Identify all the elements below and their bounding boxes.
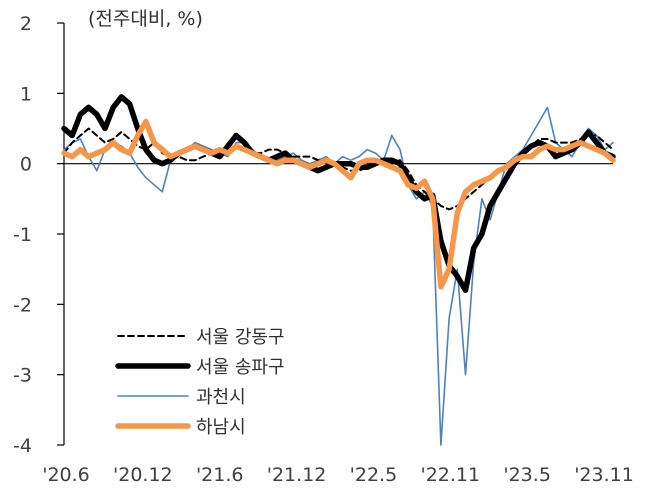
y-tick-label: -3 [13, 365, 32, 387]
x-tick-label: '20.6 [42, 464, 90, 486]
y-tick-label: -1 [13, 224, 32, 246]
x-tick-label: '21.6 [196, 464, 244, 486]
y-axis-unit-label: (전주대비, %) [88, 8, 203, 30]
series-layer [61, 94, 616, 446]
legend-label: 서울 송파구 [196, 357, 285, 378]
legend-label: 서울 강동구 [196, 327, 285, 348]
x-tick-label: '21.12 [267, 464, 327, 486]
y-axis-ticks: 2 1 0 -1 -2 -3 -4 [13, 13, 64, 457]
legend-label: 과천시 [196, 387, 246, 408]
y-tick-label: 0 [20, 154, 32, 176]
x-tick-label: '22.5 [350, 464, 398, 486]
y-tick-label: 2 [20, 13, 32, 35]
x-axis-ticks: '20.6 '20.12 '21.6 '21.12 '22.5 '22.11 '23.5 '2… [42, 464, 634, 486]
legend-label: 하남시 [196, 417, 246, 438]
series-line-3 [61, 118, 616, 290]
x-tick-label: '20.12 [113, 464, 173, 486]
x-tick-label: '22.11 [420, 464, 480, 486]
y-tick-label: -4 [13, 435, 32, 457]
y-tick-label: -2 [13, 294, 32, 316]
x-tick-label: '23.5 [503, 464, 551, 486]
x-tick-label: '23.11 [574, 464, 634, 486]
y-tick-label: 1 [20, 83, 32, 105]
